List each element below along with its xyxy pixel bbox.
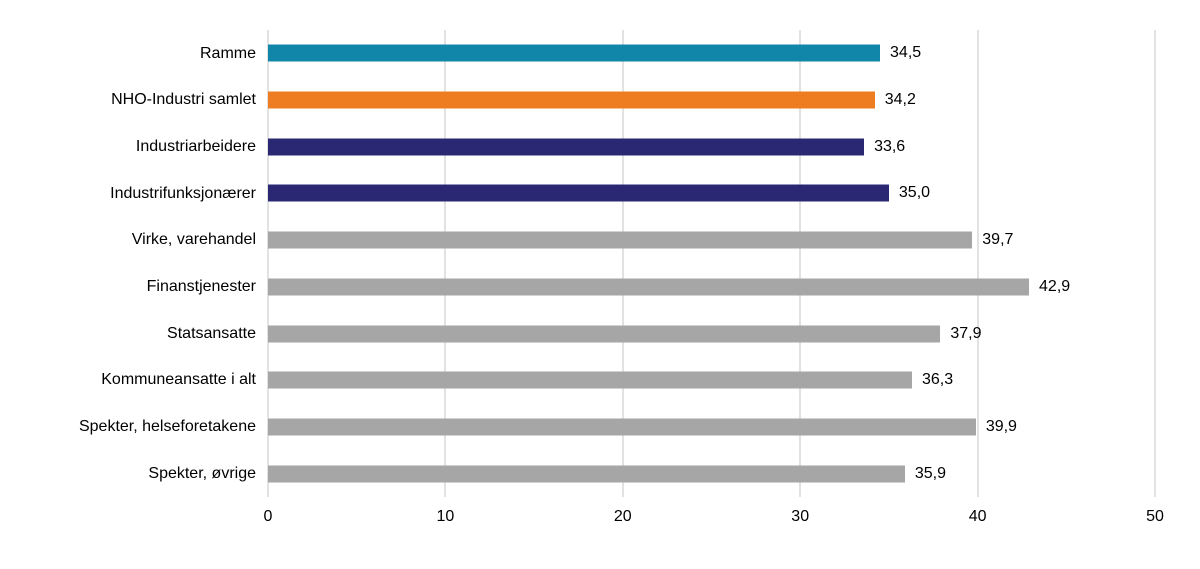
bar [268,325,941,343]
value-label: 39,7 [982,231,1014,249]
category-label: Spekter, øvrige [148,464,256,482]
value-label: 35,9 [914,464,946,482]
value-label: 37,9 [950,324,982,342]
bar [268,91,875,109]
bar [268,465,905,483]
x-tick-label: 20 [613,508,632,525]
bar-track: 36,3 [268,357,1155,404]
category-label: Spekter, helseforetakene [78,418,256,436]
chart-row: Industriarbeidere 33,6 [0,123,1155,170]
category-label: Finanstjenester [146,278,256,296]
chart-row: Spekter, helseforetakene 39,9 [0,404,1155,451]
gridlines [267,30,1156,497]
chart-row: NHO-Industri samlet 34,2 [0,77,1155,124]
bar-track: 39,9 [268,404,1155,451]
x-axis: 0 10 20 30 40 50 [264,508,1164,532]
x-tick-label: 30 [791,508,810,525]
bar-track: 33,6 [268,123,1155,170]
chart-row: Industrifunksjonærer 35,0 [0,170,1155,217]
bar [268,418,976,436]
bar [268,278,1030,296]
value-label: 33,6 [874,137,906,155]
category-label: Virke, varehandel [131,231,256,249]
chart-row: Virke, varehandel 39,7 [0,217,1155,264]
x-tick-label: 50 [1146,508,1164,525]
category-label: Industrifunksjonærer [110,184,256,202]
bar-track: 39,7 [268,217,1155,264]
category-label: NHO-Industri samlet [111,91,256,109]
bar-track: 37,9 [268,310,1155,357]
category-label: Industriarbeidere [135,137,256,155]
category-label: Ramme [199,44,256,62]
bar [268,184,889,202]
chart-row: Statsansatte 37,9 [0,310,1155,357]
value-label: 39,9 [985,417,1017,435]
x-tick-label: 10 [436,508,455,525]
bar-track: 35,9 [268,450,1155,497]
category-label: Statsansatte [167,324,256,342]
bar [268,44,881,62]
bar-track: 34,5 [268,30,1155,77]
chart-row: Spekter, øvrige 35,9 [0,450,1155,497]
gridline [444,30,446,497]
chart-row: Ramme 34,5 [0,30,1155,77]
category-label: Kommuneansatte i alt [101,371,256,389]
chart-rows: Ramme 34,5 NHO-Industri samlet 34,2 Industri… [0,30,1155,497]
bar-track: 35,0 [268,170,1155,217]
x-tick-label: 0 [263,508,273,525]
bar-track: 42,9 [268,264,1155,311]
bar [268,231,973,249]
gridline [267,30,269,497]
value-label: 42,9 [1039,277,1071,295]
bar [268,371,912,389]
value-label: 36,3 [921,371,954,389]
gridline [977,30,979,497]
gridline [799,30,801,497]
x-tick-label: 40 [968,508,987,525]
value-label: 35,0 [898,184,931,202]
gridline [622,30,624,497]
value-label: 34,5 [890,44,922,62]
bar-track: 34,2 [268,77,1155,124]
chart-row: Finanstjenester 42,9 [0,264,1155,311]
value-label: 34,2 [884,91,916,109]
chart-row: Kommuneansatte i alt 36,3 [0,357,1155,404]
bar [268,138,865,156]
gridline [1154,30,1156,497]
